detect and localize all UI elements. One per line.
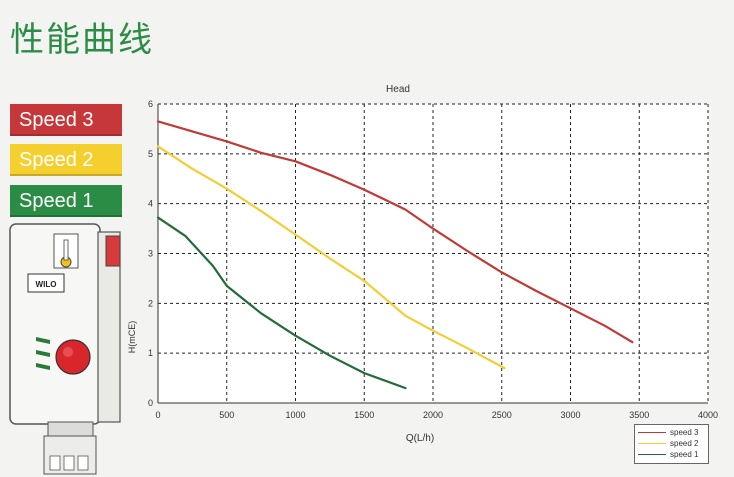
chart-title: Head xyxy=(386,84,410,95)
y-tick-label: 0 xyxy=(148,398,153,408)
legend-label-speed-1: speed 1 xyxy=(670,450,699,459)
legend-item-speed-2: speed 2 xyxy=(638,438,705,449)
chart-legend: speed 3 speed 2 speed 1 xyxy=(634,424,709,464)
y-tick-label: 6 xyxy=(148,99,153,109)
y-tick-label: 2 xyxy=(148,298,153,308)
series-line-speed-1 xyxy=(156,216,407,390)
brand-logo xyxy=(27,273,65,293)
y-tick-label: 1 xyxy=(148,348,153,358)
pump-image: WILO xyxy=(9,223,121,475)
speed-mark-3 xyxy=(36,337,50,344)
speed-3-label: Speed 3 xyxy=(10,104,122,136)
x-axis-label: Q(L/h) xyxy=(406,433,434,444)
legend-swatch-speed-3 xyxy=(638,432,666,433)
pump-side-housing xyxy=(97,231,121,423)
legend-item-speed-1: speed 1 xyxy=(638,449,705,460)
y-tick-label: 5 xyxy=(148,149,153,159)
pump-red-indicator xyxy=(105,235,121,267)
x-tick-label: 0 xyxy=(155,410,160,420)
speed-mark-2 xyxy=(36,350,50,357)
x-tick-label: 500 xyxy=(219,410,234,420)
x-tick-label: 4000 xyxy=(698,410,718,420)
speed-mark-1 xyxy=(36,363,50,370)
legend-swatch-speed-2 xyxy=(638,443,666,444)
x-tick-label: 2000 xyxy=(423,410,443,420)
legend-label-speed-3: speed 3 xyxy=(670,428,699,437)
x-tick-label: 1000 xyxy=(285,410,305,420)
y-tick-label: 3 xyxy=(148,249,153,259)
x-tick-label: 3500 xyxy=(629,410,649,420)
series-line-speed-2 xyxy=(156,145,506,370)
speed-1-label: Speed 1 xyxy=(10,185,122,217)
speed-2-label: Speed 2 xyxy=(10,144,122,176)
brand-logo-text: WILO xyxy=(36,280,57,289)
page-title: 性能曲线 xyxy=(10,20,154,60)
x-tick-label: 1500 xyxy=(354,410,374,420)
y-tick-label: 4 xyxy=(148,199,153,209)
x-tick-label: 3000 xyxy=(560,410,580,420)
legend-label-speed-2: speed 2 xyxy=(670,439,699,448)
x-tick-label: 2500 xyxy=(492,410,512,420)
y-axis-label: H(mCE) xyxy=(127,321,137,354)
legend-item-speed-3: speed 3 xyxy=(638,427,705,438)
legend-swatch-speed-1 xyxy=(638,454,666,455)
series-line-speed-3 xyxy=(156,120,634,344)
